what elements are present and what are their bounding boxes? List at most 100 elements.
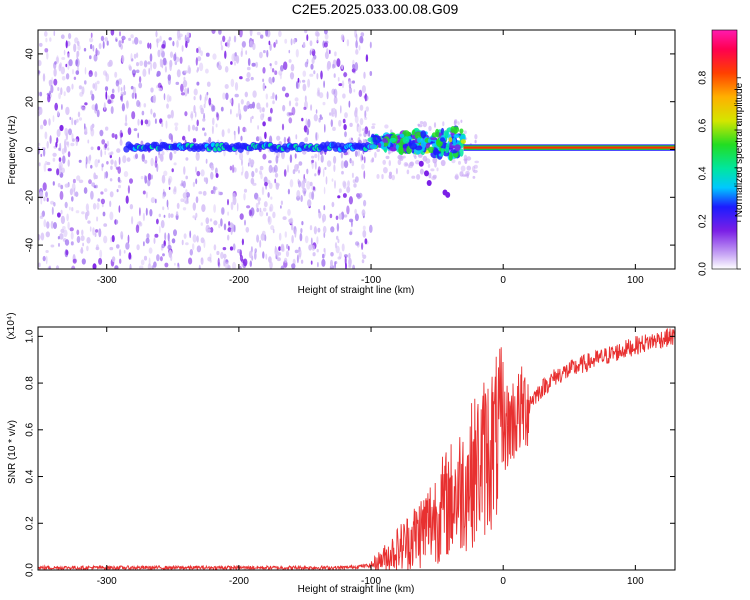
noise-blob [192,138,197,143]
noise-blob [138,40,143,45]
noise-blob [326,60,332,70]
snr-xlabel: Height of straight line (km) [298,584,415,595]
noise-blob [228,36,231,42]
noise-blob [105,171,109,179]
noise-blob [72,178,76,184]
colorbar: 0.0 0.2 0.4 0.6 0.8 Normalized spectral ampl… [698,29,745,276]
noise-blob [355,40,358,49]
noise-blob [240,171,243,176]
noise-blob [106,140,110,147]
noise-blob [330,119,333,127]
noise-blob [385,155,390,160]
noise-blob [360,153,363,162]
noise-blob [110,151,114,155]
noise-blob [316,249,319,253]
noise-blob [100,35,105,42]
colorbar-label: Normalized spectral amplitude [734,82,745,217]
noise-blob [225,261,229,269]
noise-blob [215,167,218,175]
noise-blob [301,117,304,122]
noise-blob [311,159,315,163]
signal-blob [417,137,422,144]
noise-blob [180,198,185,202]
noise-blob [281,123,285,131]
noise-blob [222,35,226,42]
noise-blob [104,143,108,149]
noise-blob [343,254,348,258]
noise-blob [175,56,180,63]
noise-blob [212,185,216,195]
noise-blob [363,131,367,138]
signal-blob [402,136,410,144]
noise-blob [262,67,266,74]
noise-blob [350,160,354,164]
noise-blob [98,257,103,265]
noise-blob [76,235,81,244]
noise-blob [138,76,142,83]
noise-blob [280,205,282,209]
noise-blob [442,121,445,127]
noise-blob [254,251,257,260]
noise-blob [371,123,376,126]
noise-blob [355,241,360,246]
noise-blob [315,132,318,141]
noise-blob [94,174,98,180]
noise-blob [354,107,358,114]
noise-blob [65,106,70,116]
noise-blob [70,241,74,246]
noise-blob [454,119,458,124]
noise-blob [68,59,73,67]
noise-blob [158,225,161,234]
noise-blob [240,50,243,57]
signal-blob [389,137,397,142]
noise-blob [64,201,68,209]
noise-blob [179,56,183,64]
noise-blob [116,244,120,249]
noise-blob [310,237,313,246]
noise-blob [229,99,233,104]
noise-blob [196,81,200,86]
noise-blob [94,232,97,238]
noise-blob [53,30,56,36]
noise-blob [195,151,200,161]
noise-blob [376,174,380,179]
noise-blob [318,92,324,99]
noise-blob [296,164,299,169]
noise-blob [45,255,48,265]
noise-blob [321,258,326,267]
noise-blob [52,157,56,162]
noise-blob [42,73,46,82]
noise-blob [169,62,172,72]
x-tick-label: -100 [361,275,381,286]
noise-blob [202,127,205,131]
noise-blob [270,107,273,114]
noise-blob [263,201,268,208]
noise-blob [343,72,348,78]
noise-blob [117,85,120,93]
noise-blob [275,39,278,45]
noise-blob [136,62,139,67]
noise-blob [235,56,239,62]
noise-blob [125,195,129,204]
noise-blob [282,216,287,221]
noise-blob [344,256,347,266]
noise-blob [440,159,446,167]
noise-blob [99,249,103,259]
noise-blob [365,95,369,101]
noise-blob [196,69,199,73]
noise-blob [244,219,246,226]
noise-blob [354,208,357,215]
noise-blob [323,205,326,211]
noise-blob [173,229,177,237]
noise-blob [46,197,49,202]
noise-blob [272,92,275,100]
noise-blob [364,110,367,118]
noise-blob [248,103,254,109]
noise-blob [266,212,268,217]
noise-blob [313,114,318,122]
noise-blob [358,133,362,137]
noise-blob [40,199,43,205]
noise-blob [416,174,421,180]
noise-blob [103,102,106,111]
noise-blob [62,155,66,164]
